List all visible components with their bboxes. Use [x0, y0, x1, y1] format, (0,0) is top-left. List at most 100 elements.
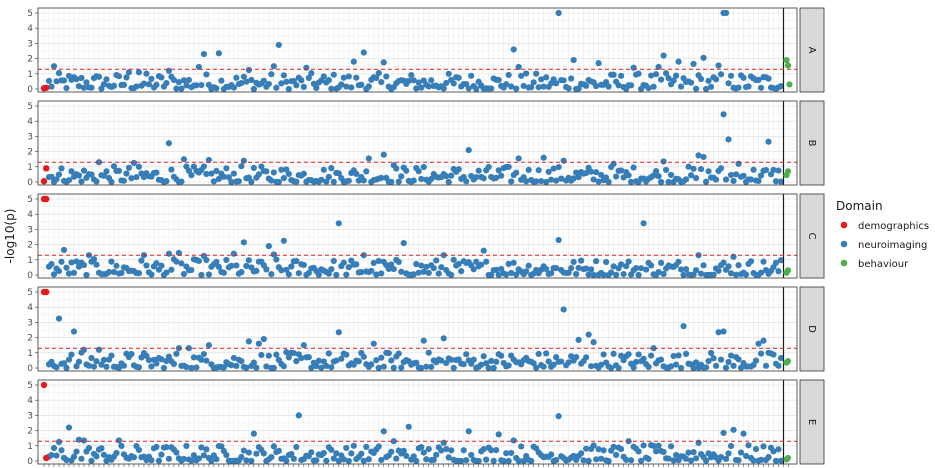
data-point-neuroimaging	[420, 449, 427, 456]
data-point-neuroimaging	[78, 178, 85, 185]
data-point-neuroimaging	[178, 260, 185, 267]
data-point-neuroimaging	[480, 353, 487, 360]
data-point-neuroimaging	[677, 266, 685, 273]
data-point-neuroimaging	[540, 363, 547, 370]
panel-border	[37, 100, 798, 186]
data-point-neuroimaging	[583, 265, 590, 272]
data-point-neuroimaging	[410, 271, 417, 278]
data-point-neuroimaging	[757, 350, 765, 357]
data-point-neuroimaging	[135, 270, 143, 277]
data-point-neuroimaging	[415, 79, 422, 86]
data-point-neuroimaging	[208, 457, 215, 465]
data-point-neuroimaging	[75, 83, 83, 90]
data-point-neuroimaging	[358, 269, 365, 276]
y-tick-label: 3	[27, 39, 33, 49]
data-point-neuroimaging	[465, 428, 472, 435]
data-point-neuroimaging	[203, 357, 210, 364]
data-point-neuroimaging	[690, 165, 697, 172]
data-point-neuroimaging	[363, 443, 370, 451]
data-point-neuroimaging	[588, 363, 595, 370]
data-point-neuroimaging	[183, 364, 190, 371]
data-point-neuroimaging	[188, 172, 195, 179]
data-point-neuroimaging	[113, 449, 120, 457]
data-point-neuroimaging	[93, 453, 100, 460]
data-point-neuroimaging	[535, 167, 542, 174]
data-point-neuroimaging	[308, 70, 315, 77]
data-point-neuroimaging	[78, 74, 85, 82]
data-point-neuroimaging	[320, 449, 327, 457]
data-point-neuroimaging	[60, 246, 68, 254]
data-point-neuroimaging	[123, 74, 130, 81]
data-point-neuroimaging	[245, 257, 252, 264]
data-point-neuroimaging	[158, 356, 165, 363]
data-point-neuroimaging	[173, 350, 180, 357]
data-point-demographics	[43, 165, 50, 172]
data-point-neuroimaging	[180, 270, 188, 278]
data-point-neuroimaging	[605, 457, 612, 465]
data-point-neuroimaging	[95, 73, 103, 80]
data-point-neuroimaging	[380, 59, 387, 66]
data-point-neuroimaging	[575, 174, 582, 181]
data-point-neuroimaging	[712, 76, 720, 83]
data-point-neuroimaging	[200, 163, 207, 170]
data-point-neuroimaging	[115, 167, 123, 174]
y-tick-label: 2	[27, 334, 33, 344]
data-point-neuroimaging	[742, 271, 750, 278]
data-point-neuroimaging	[725, 263, 732, 270]
data-point-neuroimaging	[720, 429, 727, 436]
data-point-neuroimaging	[740, 430, 747, 437]
data-point-behaviour	[784, 168, 792, 175]
data-point-neuroimaging	[68, 168, 75, 175]
data-point-neuroimaging	[463, 178, 470, 185]
y-tick-label: 4	[27, 396, 33, 406]
data-point-neuroimaging	[695, 152, 702, 159]
data-point-neuroimaging	[455, 74, 462, 81]
panel-border	[37, 7, 798, 93]
data-point-neuroimaging	[100, 356, 108, 364]
data-point-neuroimaging	[413, 457, 420, 465]
data-point-neuroimaging	[315, 357, 322, 364]
data-point-neuroimaging	[50, 271, 58, 278]
data-point-neuroimaging	[223, 451, 230, 459]
data-point-neuroimaging	[85, 362, 93, 369]
data-point-neuroimaging	[218, 443, 225, 450]
data-point-neuroimaging	[270, 364, 277, 371]
data-point-neuroimaging	[333, 450, 340, 457]
data-point-neuroimaging	[133, 174, 140, 181]
data-point-neuroimaging	[243, 364, 250, 371]
data-point-neuroimaging	[545, 168, 552, 175]
data-point-neuroimaging	[488, 271, 495, 279]
data-point-neuroimaging	[770, 351, 777, 358]
data-point-neuroimaging	[350, 442, 357, 449]
data-point-neuroimaging	[750, 457, 757, 464]
data-point-neuroimaging	[510, 46, 517, 53]
data-point-neuroimaging	[380, 151, 387, 158]
data-point-neuroimaging	[770, 166, 777, 174]
data-point-neuroimaging	[283, 457, 290, 464]
data-point-neuroimaging	[717, 453, 725, 461]
data-point-neuroimaging	[245, 338, 252, 345]
data-point-neuroimaging	[702, 85, 710, 93]
data-point-neuroimaging	[725, 358, 732, 366]
data-point-neuroimaging	[697, 75, 705, 83]
data-point-neuroimaging	[480, 175, 487, 182]
data-point-neuroimaging	[615, 364, 622, 372]
data-point-neuroimaging	[195, 63, 202, 71]
data-point-neuroimaging	[375, 70, 382, 77]
data-point-neuroimaging	[238, 357, 245, 365]
data-point-neuroimaging	[578, 257, 585, 264]
data-point-neuroimaging	[93, 261, 100, 268]
panel-border	[37, 286, 798, 372]
data-point-neuroimaging	[705, 168, 712, 175]
data-point-neuroimaging	[722, 364, 730, 371]
data-point-neuroimaging	[318, 364, 325, 371]
data-point-neuroimaging	[730, 362, 737, 369]
data-point-neuroimaging	[148, 271, 155, 278]
data-point-neuroimaging	[103, 363, 110, 370]
data-point-neuroimaging	[640, 355, 647, 362]
data-point-neuroimaging	[383, 73, 390, 80]
data-point-neuroimaging	[343, 271, 350, 278]
data-point-neuroimaging	[752, 445, 760, 453]
data-point-neuroimaging	[707, 83, 715, 90]
data-point-neuroimaging	[413, 359, 420, 366]
